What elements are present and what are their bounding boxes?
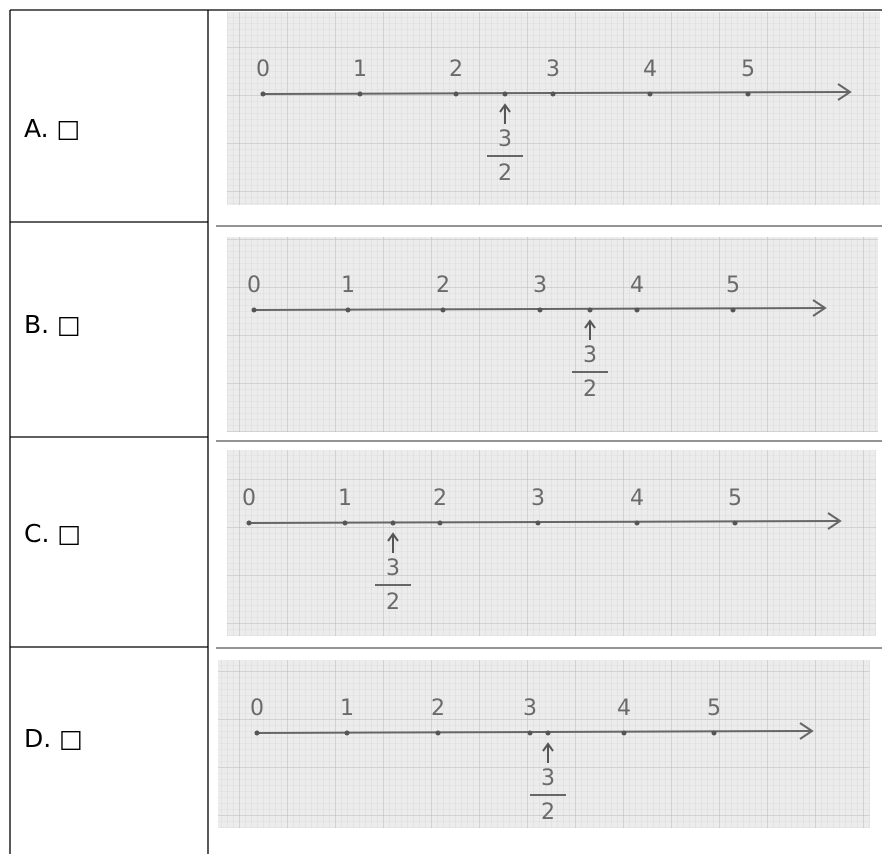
tick-dot <box>251 307 257 313</box>
tick-label: 3 <box>523 696 537 721</box>
axis-arrow <box>812 299 827 317</box>
tick-dot <box>535 520 541 526</box>
tick-dot <box>745 91 751 97</box>
fraction-denominator: 2 <box>541 800 555 825</box>
tick-dot <box>344 730 350 736</box>
tick-dot <box>634 307 640 313</box>
tick-dot <box>437 520 443 526</box>
table-lines <box>9 9 882 854</box>
tick-label: 5 <box>741 57 755 82</box>
tick-dot <box>730 307 736 313</box>
option-label: B. □ <box>24 310 81 339</box>
tick-label: 3 <box>533 273 547 298</box>
axis <box>248 520 841 524</box>
axis <box>256 730 813 734</box>
marker-arrow <box>499 103 511 124</box>
fraction-denominator: 2 <box>498 161 512 186</box>
image-dividers <box>216 225 882 649</box>
tick-dot <box>711 730 717 736</box>
marker-arrow <box>542 742 554 763</box>
marker-dot <box>502 91 508 97</box>
tick-dot <box>246 520 252 526</box>
tick-dot <box>260 91 266 97</box>
tick-label: 5 <box>726 273 740 298</box>
axis-arrow <box>827 512 842 530</box>
tick-label: 4 <box>630 486 644 511</box>
tick-dot <box>345 307 351 313</box>
number-line-photo: 0 1 2 3 4 5 3 2 <box>227 237 878 432</box>
tick-label: 5 <box>728 486 742 511</box>
graph-grid <box>227 12 880 205</box>
tick-label: 2 <box>436 273 450 298</box>
tick-dot <box>550 91 556 97</box>
number-line-photo: 0 1 2 3 4 5 3 2 <box>218 660 870 828</box>
tick-label: 0 <box>250 696 264 721</box>
option-label: A. □ <box>24 114 80 143</box>
tick-label: 2 <box>449 57 463 82</box>
tick-label: 2 <box>431 696 445 721</box>
tick-dot <box>732 520 738 526</box>
fraction-denominator: 2 <box>386 590 400 615</box>
tick-dot <box>435 730 441 736</box>
graph-grid <box>218 660 870 828</box>
tick-label: 3 <box>531 486 545 511</box>
tick-dot <box>453 91 459 97</box>
tick-label: 3 <box>546 57 560 82</box>
axis-arrow <box>837 83 852 101</box>
fraction-numerator: 3 <box>386 556 400 581</box>
tick-dot <box>357 91 363 97</box>
tick-label: 0 <box>256 57 270 82</box>
tick-label: 0 <box>247 273 261 298</box>
marker-dot <box>390 520 396 526</box>
fraction-numerator: 3 <box>583 343 597 368</box>
tick-label: 0 <box>242 486 256 511</box>
graph-grid <box>227 450 876 636</box>
tick-dot <box>621 730 627 736</box>
marker-dot <box>587 307 593 313</box>
marker-arrow <box>584 319 596 340</box>
tick-dot <box>342 520 348 526</box>
fraction-numerator: 3 <box>498 127 512 152</box>
tick-label: 1 <box>338 486 352 511</box>
marker-dot <box>545 730 551 736</box>
graph-grid <box>227 237 878 432</box>
tick-label: 2 <box>433 486 447 511</box>
tick-label: 4 <box>630 273 644 298</box>
fraction-denominator: 2 <box>583 377 597 402</box>
tick-dot <box>537 307 543 313</box>
tick-label: 1 <box>341 273 355 298</box>
tick-label: 4 <box>617 696 631 721</box>
marker-arrow <box>387 532 399 553</box>
tick-dot <box>527 730 533 736</box>
tick-label: 5 <box>707 696 721 721</box>
option-label: C. □ <box>24 519 81 548</box>
tick-dot <box>254 730 260 736</box>
tick-dot <box>634 520 640 526</box>
tick-label: 4 <box>643 57 657 82</box>
tick-label: 1 <box>353 57 367 82</box>
number-line-photo: 0 1 2 3 4 5 3 2 <box>227 450 876 636</box>
axis-arrow <box>799 722 814 740</box>
number-line-photo: 0 1 2 3 4 5 3 2 <box>227 12 880 205</box>
tick-dot <box>440 307 446 313</box>
tick-dot <box>647 91 653 97</box>
tick-label: 1 <box>340 696 354 721</box>
fraction-numerator: 3 <box>541 766 555 791</box>
option-label: D. □ <box>24 724 83 753</box>
